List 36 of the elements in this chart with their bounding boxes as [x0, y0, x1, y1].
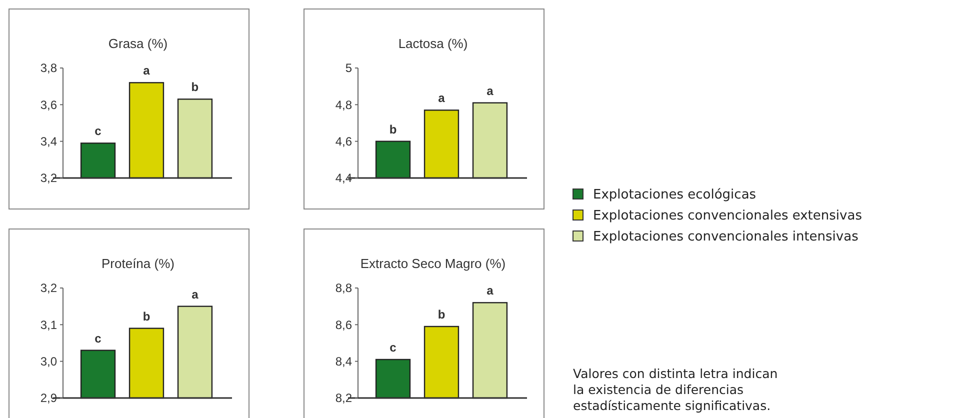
chart-title: Grasa (%): [108, 36, 168, 51]
data-label: a: [486, 84, 494, 98]
y-tick-label: 2,9: [40, 391, 58, 406]
y-tick-label: 8,6: [335, 318, 352, 332]
y-tick-label: 5: [345, 61, 352, 76]
y-tick-label: 3,4: [40, 134, 58, 149]
chart-title: Proteína (%): [102, 256, 174, 271]
text: Valores con distinta letra indican la existencia de diferencias estadísticamente significativas.: [573, 366, 778, 413]
data-label: b: [389, 122, 397, 136]
data-label: c: [390, 340, 397, 354]
y-tick-label: 8,8: [335, 281, 352, 296]
y-tick-label: 3,2: [40, 281, 58, 296]
data-label: b: [142, 309, 150, 324]
chart-title: Lactosa (%): [398, 36, 468, 51]
y-tick-label: 4,4: [335, 171, 352, 186]
y-tick-label: 3,2: [40, 171, 58, 186]
legend-label: Explotaciones convencionales extensivas: [593, 208, 862, 224]
y-tick-label: 3,0: [40, 354, 58, 369]
legend-label: Explotaciones convencionales intensivas: [593, 230, 859, 245]
y-tick-label: 4,8: [335, 98, 352, 112]
chart-title: Extracto Seco Magro (%): [360, 256, 506, 271]
data-label: b: [438, 308, 446, 322]
legend-label: Explotaciones ecológicas: [593, 188, 756, 203]
y-tick-label: 3,8: [40, 61, 58, 76]
y-tick-label: 3,1: [40, 318, 58, 332]
y-tick-label: 3,6: [40, 98, 58, 112]
data-label: a: [192, 287, 199, 302]
data-label: a: [486, 284, 494, 298]
data-label: a: [438, 91, 446, 106]
data-label: b: [191, 80, 199, 94]
data-label: c: [94, 331, 102, 346]
data-label: a: [143, 64, 150, 78]
y-tick-label: 4,6: [335, 134, 352, 149]
y-tick-label: 8,2: [335, 391, 352, 406]
data-label: c: [94, 124, 102, 138]
y-tick-label: 8,4: [335, 354, 352, 369]
